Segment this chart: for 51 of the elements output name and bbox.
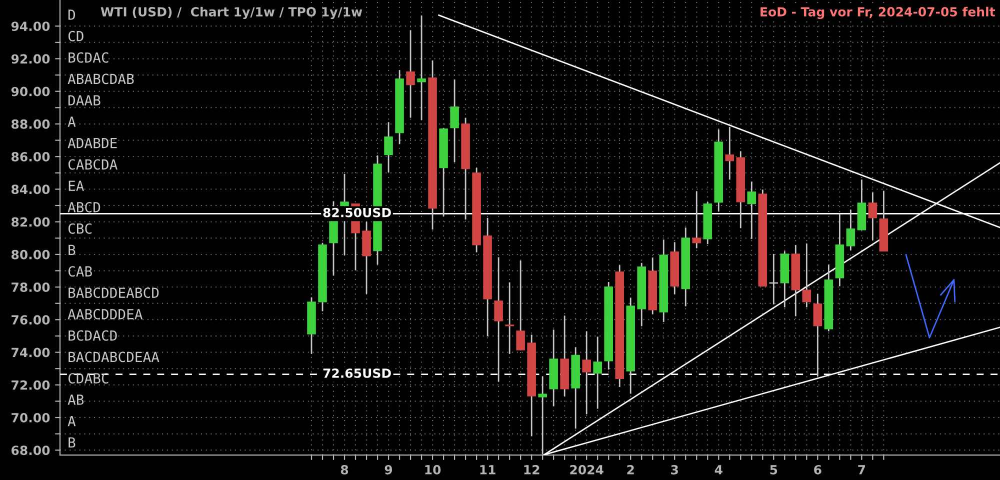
y-tick-label: 76.00 [12, 315, 50, 325]
y-tick-label: 90.00 [11, 86, 50, 96]
annotation: B [68, 437, 76, 448]
y-tick-label: 94.00 [11, 22, 50, 32]
annotation: ABABCDAB [68, 74, 134, 84]
y-tick-label: 84.00 [12, 184, 50, 194]
annotation: BCDAC [68, 52, 108, 63]
annotation: B [68, 244, 76, 256]
annotation: A [68, 116, 76, 127]
annotation: DAAB [68, 95, 100, 106]
y-tick-label: 68.00 [12, 446, 50, 456]
annotation: ADABDE [68, 138, 117, 148]
annotation: BACDABCDEAA [68, 352, 160, 362]
y-tick-label: 74.00 [12, 348, 50, 358]
ref-line-label: 72.65USD [323, 368, 391, 378]
y-tick-label: 86.00 [12, 152, 50, 162]
x-tick-label: 7 [858, 465, 866, 474]
x-tick-label: 2024 [570, 464, 604, 474]
y-tick-label: 82.00 [12, 217, 50, 227]
annotation: BCDACD [68, 330, 117, 341]
annotation: EA [68, 180, 84, 191]
x-tick-label: 5 [770, 465, 778, 474]
y-tick-label: 92.00 [11, 54, 50, 64]
annotation: AB [68, 394, 84, 405]
annotation: CBC [68, 223, 92, 234]
annotation: BABCDDEABCD [68, 288, 159, 298]
annotation: AABCDDDEA [68, 308, 143, 320]
x-tick-label: 12 [524, 464, 540, 474]
y-tick-label: 70.00 [12, 413, 50, 422]
y-tick-label: 78.00 [12, 282, 50, 292]
x-tick-label: 4 [714, 465, 722, 474]
annotation: CAB [68, 266, 92, 277]
annotation: CD [68, 30, 84, 42]
x-tick-label: 2 [627, 464, 634, 474]
ref-line-label: 82.50USD [323, 208, 391, 218]
x-tick-label: 11 [480, 465, 496, 474]
y-tick-label: 80.00 [12, 250, 50, 260]
x-tick-label: 8 [340, 464, 348, 474]
annotation: ABCD [68, 202, 100, 212]
y-tick-label: 88.00 [12, 119, 50, 129]
text: WTI (USD) / Chart 1y/1w / TPO 1y/1w [100, 6, 362, 20]
annotation: CDABC [68, 373, 108, 384]
annotation: CABCDA [68, 159, 118, 170]
y-tick-label: 72.00 [12, 380, 50, 390]
x-tick-label: 9 [384, 464, 392, 474]
annotation: D [68, 10, 76, 20]
annotation: EoD - Tag vor Fr, 2024-07-05 fehlt [760, 6, 996, 20]
annotation: A [68, 416, 76, 426]
x-tick-label: 6 [814, 464, 822, 474]
x-tick-label: 3 [671, 464, 678, 474]
x-tick-label: 10 [425, 464, 441, 474]
